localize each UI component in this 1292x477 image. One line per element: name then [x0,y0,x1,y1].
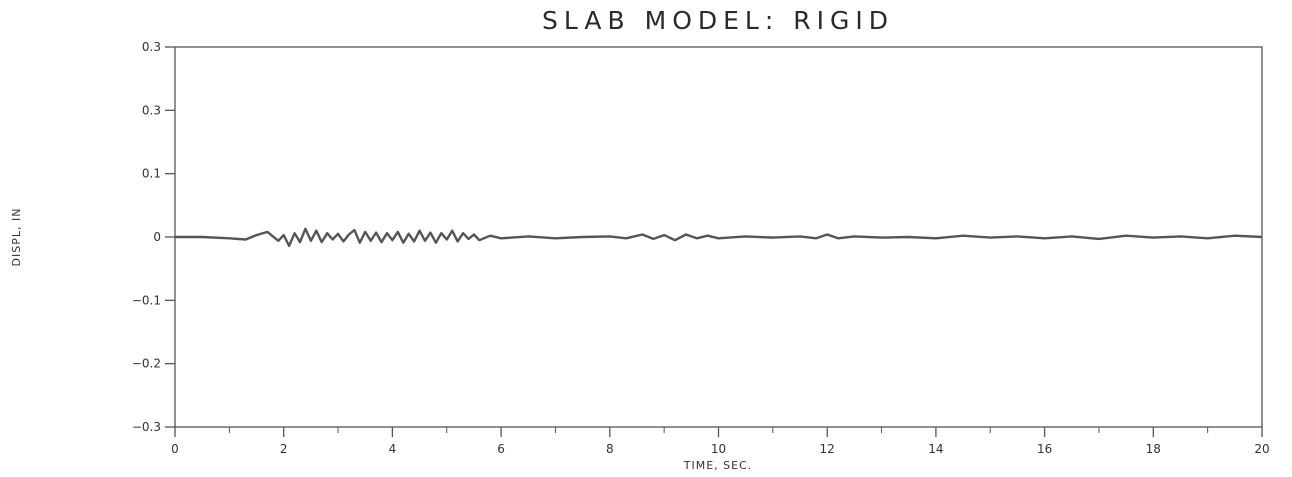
x-tick-label: 2 [280,442,288,456]
x-tick-label: 12 [820,442,835,456]
y-tick-label: 0 [153,230,161,244]
chart-title: SLAB MODEL: RIGID [542,6,894,35]
x-tick-label: 6 [497,442,505,456]
y-tick-label: 0.3 [142,103,161,117]
y-tick-label: −0.3 [132,420,161,434]
x-tick-label: 10 [711,442,726,456]
x-tick-label: 0 [171,442,179,456]
y-tick-label: −0.2 [132,357,161,371]
x-tick-label: 18 [1146,442,1161,456]
x-axis-title: TIME, SEC. [683,459,753,472]
y-tick-label: −0.1 [132,293,161,307]
series-line [175,227,1263,248]
x-tick-label: 16 [1037,442,1052,456]
plot-frame [174,46,1263,428]
x-tick-label: 14 [928,442,943,456]
x-tick-label: 8 [606,442,614,456]
x-axis: 0 2 4 6 8 10 12 14 16 18 20 [171,427,1270,456]
x-tick-label: 20 [1254,442,1269,456]
y-tick-label: 0.1 [142,167,161,181]
x-tick-label: 4 [389,442,397,456]
y-axis-title: DISPL, IN [10,208,23,267]
y-tick-label: 0.3 [142,40,161,54]
y-axis: 0.3 0.3 0.1 0 −0.1 −0.2 −0.3 [132,40,175,434]
